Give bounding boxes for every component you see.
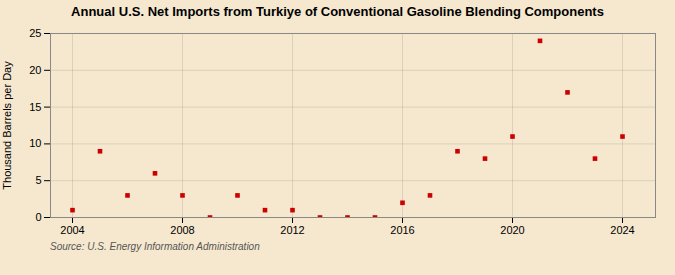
html-text:Annual U.S. Net Imports from T: Annual U.S. Net Imports from Turkiye of …: [71, 4, 604, 19]
svg-text:Thousand Barrels per Day: Thousand Barrels per Day: [1, 61, 13, 190]
svg-text:15: 15: [29, 101, 41, 113]
svg-text:25: 25: [29, 27, 41, 39]
svg-text:2008: 2008: [170, 224, 194, 236]
html-text:Source: U.S. Energy Informatio: Source: U.S. Energy Information Administ…: [50, 241, 260, 252]
svg-text:2004: 2004: [60, 224, 84, 236]
svg-text:0: 0: [35, 211, 41, 223]
svg-text:2020: 2020: [500, 224, 524, 236]
svg-text:2024: 2024: [610, 224, 634, 236]
svg-text:5: 5: [35, 174, 41, 186]
svg-text:2016: 2016: [390, 224, 414, 236]
svg-text:2012: 2012: [280, 224, 304, 236]
svg-text:10: 10: [29, 137, 41, 149]
svg-text:20: 20: [29, 64, 41, 76]
